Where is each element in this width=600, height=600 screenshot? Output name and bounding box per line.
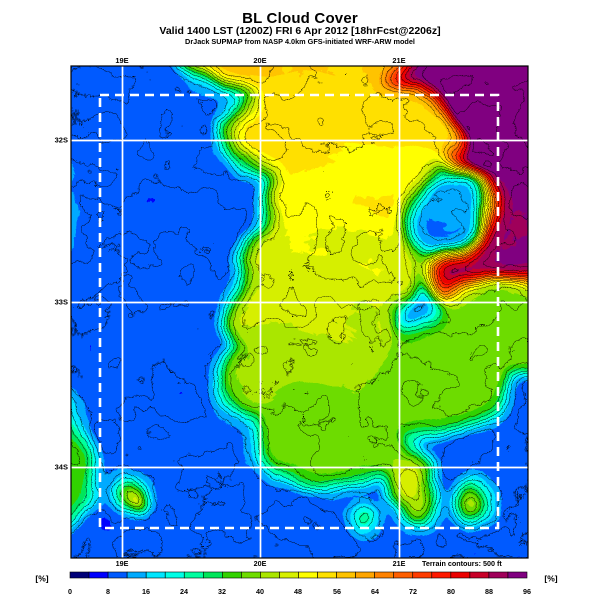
svg-text:56: 56 [333,587,341,596]
svg-text:21E: 21E [393,559,406,568]
svg-text:24: 24 [180,587,188,596]
svg-text:40: 40 [256,587,264,596]
svg-text:16: 16 [142,587,150,596]
svg-text:19E: 19E [115,56,128,65]
svg-text:0: 0 [68,587,72,596]
svg-text:48: 48 [294,587,302,596]
svg-text:20E: 20E [254,559,267,568]
svg-text:64: 64 [371,587,379,596]
svg-text:34S: 34S [55,463,68,472]
svg-text:88: 88 [485,587,493,596]
svg-text:32S: 32S [55,136,68,145]
svg-text:20E: 20E [253,56,266,65]
svg-text:[%]: [%] [544,574,557,584]
svg-text:96: 96 [523,587,531,596]
svg-text:72: 72 [409,587,417,596]
svg-text:32: 32 [218,587,226,596]
svg-text:19E: 19E [116,559,129,568]
svg-text:8: 8 [106,587,110,596]
svg-text:80: 80 [447,587,455,596]
svg-text:33S: 33S [55,298,68,307]
svg-text:[%]: [%] [35,574,48,584]
svg-text:21E: 21E [392,56,405,65]
svg-text:Terrain contours: 500 ft: Terrain contours: 500 ft [422,559,502,568]
